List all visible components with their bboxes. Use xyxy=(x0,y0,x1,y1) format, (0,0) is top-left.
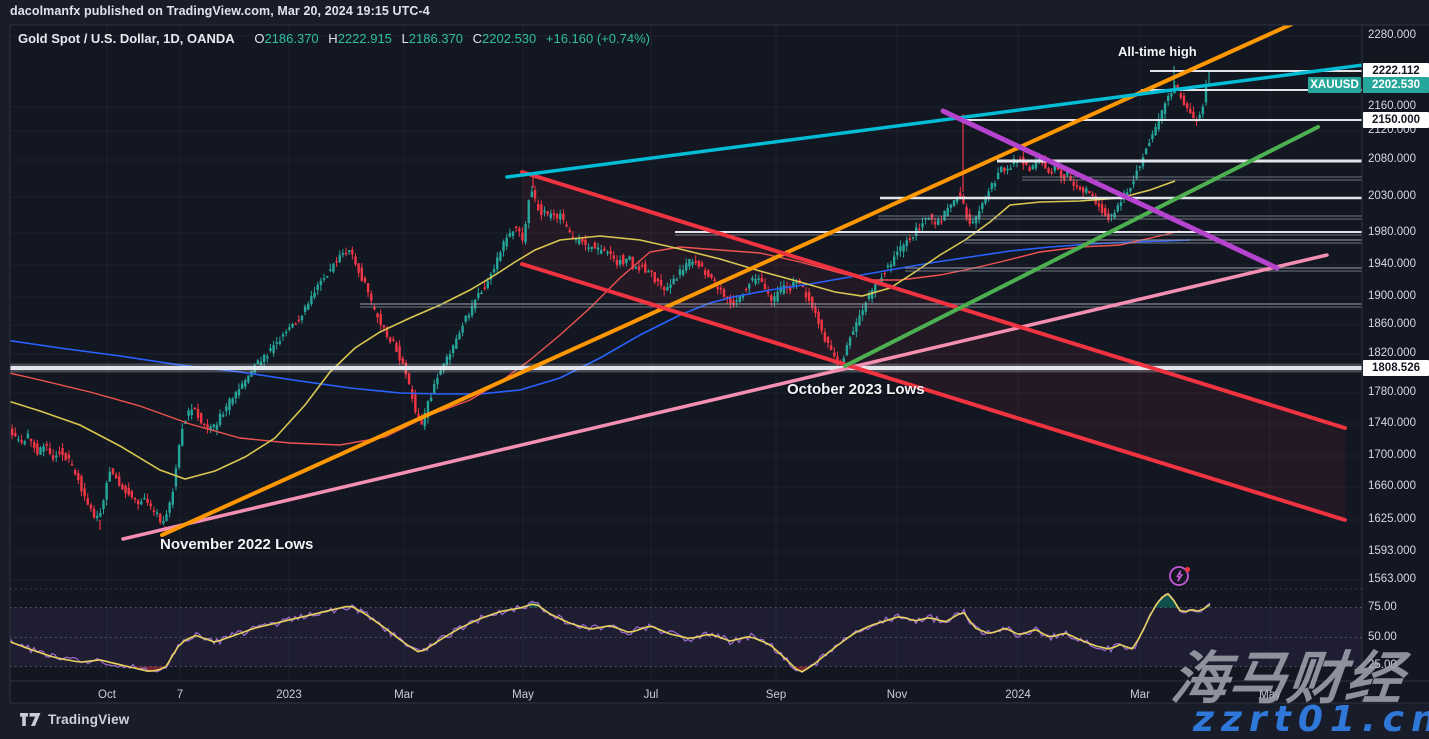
ohlc-close-label: C xyxy=(472,31,483,46)
price-axis-label: 2080.000 xyxy=(1368,153,1416,165)
price-axis-label: 25.00 xyxy=(1368,659,1397,671)
ohlc-high-label: H xyxy=(328,31,338,46)
price-axis-label: 1593.000 xyxy=(1368,545,1416,557)
notification-dot xyxy=(1184,566,1191,573)
rsi-line xyxy=(10,592,1211,673)
trendline-descending-channel-bottom[interactable] xyxy=(520,262,1347,522)
annotation-all-time-high: All-time high xyxy=(1118,44,1197,59)
time-axis-label: May xyxy=(512,689,534,701)
ohlc-open-value: 2186.370 xyxy=(264,31,319,46)
price-axis-label: 75.00 xyxy=(1368,601,1397,613)
ohlc-low-label: L xyxy=(401,31,409,46)
trendline-descending-channel-top[interactable] xyxy=(520,170,1347,430)
price-axis-label: 1780.000 xyxy=(1368,386,1416,398)
chart-pane-background xyxy=(10,25,1429,703)
price-level-badge: 2222.112 xyxy=(1363,63,1429,79)
rsi-ma-line xyxy=(10,592,1211,673)
rsi-pane xyxy=(10,592,1362,673)
price-axis-label: 1563.000 xyxy=(1368,573,1416,585)
ohlc-open-label: O xyxy=(254,31,265,46)
time-axis-label: Mar xyxy=(394,689,414,701)
trend-lines-layer xyxy=(121,24,1363,541)
publisher-line: dacolmanfx published on TradingView.com,… xyxy=(10,4,430,18)
tradingview-footer-link[interactable]: TradingView xyxy=(20,712,129,727)
time-axis-label: Oct xyxy=(98,689,116,701)
time-axis-label: Jul xyxy=(643,689,659,701)
tradingview-brand-label: TradingView xyxy=(48,712,130,727)
trendline-uptrend-orange[interactable] xyxy=(160,24,1294,537)
pane-frame xyxy=(9,24,1429,704)
ohlc-low-value: 2186.370 xyxy=(408,31,464,46)
price-level-badge: 1808.526 xyxy=(1363,360,1429,376)
time-axis-label: Nov xyxy=(886,689,908,701)
trendline-highs-trendline-cyan[interactable] xyxy=(505,63,1363,179)
time-axis-label: Sep xyxy=(765,689,787,701)
trendline-downtrend-purple[interactable] xyxy=(940,108,1280,271)
annotation-november-2022-lows: November 2022 Lows xyxy=(160,536,314,553)
lightning-replay-icon xyxy=(1169,566,1191,586)
ohlc-high-value: 2222.915 xyxy=(337,31,392,46)
change-value: +16.160 (+0.74%) xyxy=(545,31,650,46)
price-axis-label: 2030.000 xyxy=(1368,190,1416,202)
watermark-url: zzrt01.cn xyxy=(1193,699,1429,739)
price-axis-label: 1900.000 xyxy=(1368,290,1416,302)
chart-legend: Gold Spot / U.S. Dollar, 1D, OANDA O2186… xyxy=(18,31,650,46)
tradingview-logo-icon xyxy=(20,713,41,726)
time-axis-label: Mar xyxy=(1130,689,1150,701)
price-axis-label: 1860.000 xyxy=(1368,318,1416,330)
ohlc-close-value: 2202.530 xyxy=(482,31,537,46)
symbol-title[interactable]: Gold Spot / U.S. Dollar, 1D, OANDA xyxy=(18,31,235,46)
price-axis-label: 2280.000 xyxy=(1368,29,1416,41)
time-axis-label: 2023 xyxy=(276,689,302,701)
ma-yellow-line xyxy=(10,180,1176,480)
price-axis-label: 2160.000 xyxy=(1368,100,1416,112)
price-axis-label: 1980.000 xyxy=(1368,226,1416,238)
price-axis-label: 1700.000 xyxy=(1368,449,1416,461)
time-axis-label: 2024 xyxy=(1005,689,1031,701)
last-price-badge: 2202.530 xyxy=(1363,77,1429,93)
price-axis-label: 1625.000 xyxy=(1368,513,1416,525)
trendline-uptrend-green-from-october-lows[interactable] xyxy=(843,125,1320,368)
replay-button[interactable] xyxy=(1167,563,1193,589)
time-axis-label: 7 xyxy=(176,689,184,701)
symbol-tag-badge: XAUUSD xyxy=(1308,77,1361,93)
trendline-uptrend-pink[interactable] xyxy=(121,253,1329,541)
time-axis-label: May xyxy=(1259,689,1281,701)
annotation-october-2023-lows: October 2023 Lows xyxy=(787,381,925,398)
horizontal-levels-layer xyxy=(10,70,1362,373)
price-level-badge: 2150.000 xyxy=(1363,112,1429,128)
price-axis-label: 1940.000 xyxy=(1368,258,1416,270)
price-axis-label: 50.00 xyxy=(1368,631,1397,643)
price-axis-label: 1820.000 xyxy=(1368,347,1416,359)
descending-channel-fill xyxy=(522,172,1345,520)
price-axis-label: 1740.000 xyxy=(1368,417,1416,429)
price-axis-label: 1660.000 xyxy=(1368,480,1416,492)
ma-red-line xyxy=(10,230,1181,446)
